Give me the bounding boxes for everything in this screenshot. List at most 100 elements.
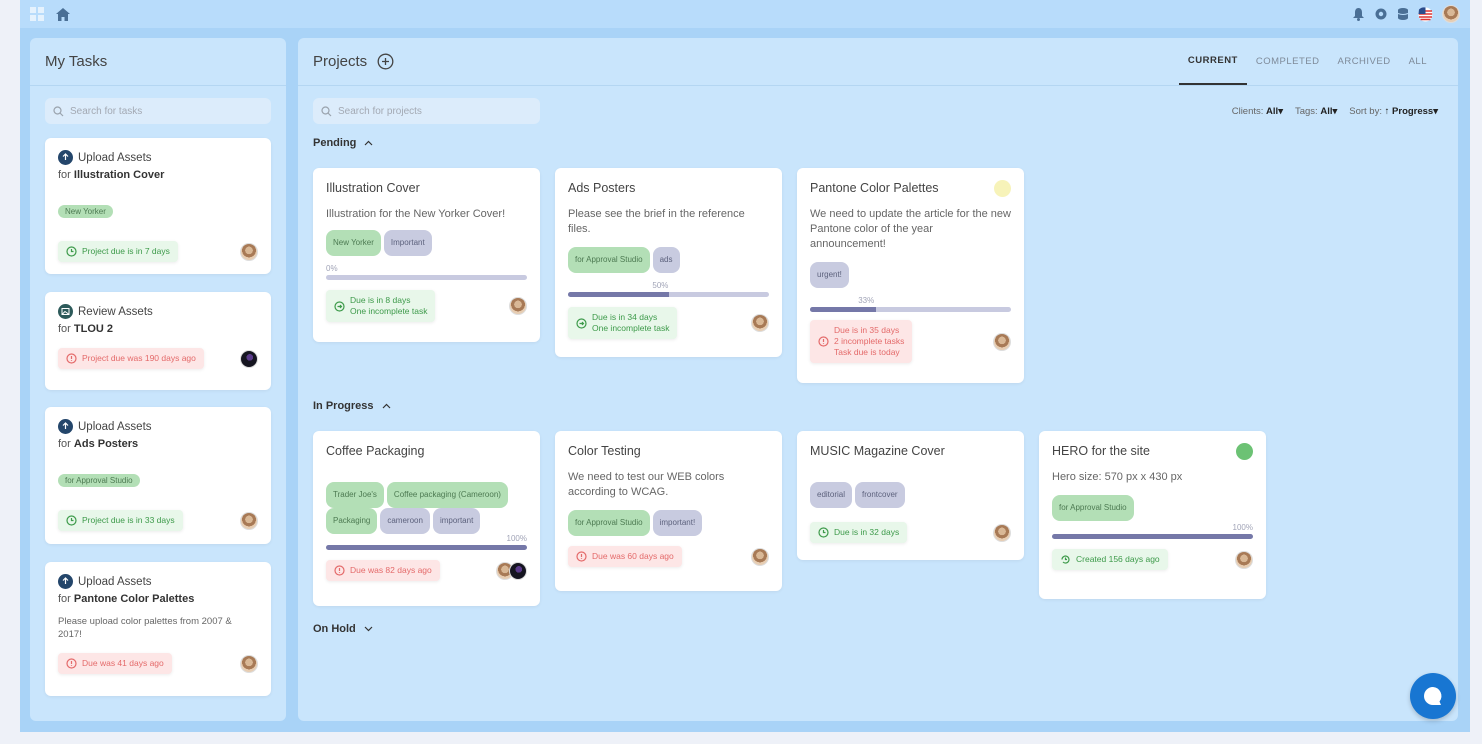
alert-icon [818,336,829,347]
status-line: Due was 82 days ago [350,565,432,575]
project-tag[interactable]: ads [652,247,680,273]
project-card[interactable]: Coffee Packaging Trader Joe's Coffee pack… [313,431,540,606]
avatar[interactable] [751,314,769,332]
settings-icon[interactable] [1374,7,1388,21]
chevron-up-icon [382,403,390,409]
project-tag[interactable]: Important [383,230,432,256]
tags-filter[interactable]: Tags: All▾ [1294,106,1338,117]
task-for-prefix: for [58,593,71,605]
task-action: Upload Assets [78,420,152,433]
project-tag[interactable]: Trader Joe's [326,482,384,508]
project-card[interactable]: Pantone Color Palettes We need to update… [797,168,1024,383]
progress-bar: 50% [568,281,769,297]
tab-completed[interactable]: COMPLETED [1255,56,1320,67]
progress-bar: 33% [810,296,1011,312]
progress-fill [810,307,877,312]
chat-button[interactable] [1410,673,1456,719]
status-line: Due is in 35 days [834,325,900,335]
chevron-up-icon [364,140,373,146]
home-icon[interactable] [55,7,71,22]
task-for-prefix: for [58,438,71,450]
project-tag[interactable]: urgent! [810,262,849,288]
tab-all[interactable]: ALL [1408,56,1427,67]
project-tag[interactable]: for Approval Studio [568,510,650,536]
user-avatar[interactable] [1442,5,1460,23]
bell-icon[interactable] [1352,7,1365,21]
task-card[interactable]: Upload Assets for Pantone Color Palettes… [45,562,271,696]
us-flag-icon[interactable] [1418,6,1433,22]
avatar[interactable] [240,242,258,261]
progress-label: 100% [1232,523,1253,532]
alert-icon [576,551,587,562]
status-line: One incomplete task [592,323,670,333]
apps-icon[interactable] [30,6,45,22]
tab-current[interactable]: CURRENT [1178,38,1247,85]
project-search[interactable] [313,98,540,124]
task-card[interactable]: Review Assets for TLOU 2 Project due was… [45,292,271,390]
project-tag[interactable]: New Yorker [326,230,381,256]
section-pending[interactable]: Pending [313,137,373,149]
status-line: Created 156 days ago [1076,554,1160,564]
task-tag[interactable]: for Approval Studio [58,474,140,487]
avatar[interactable] [240,511,258,530]
status-badge: Due was 41 days ago [58,653,172,674]
status-text: Project due is in 7 days [82,246,170,256]
project-tag[interactable]: Coffee packaging (Cameroon) [386,482,508,508]
clock-icon [66,515,77,526]
task-tag[interactable]: New Yorker [58,205,113,218]
project-title: Ads Posters [568,181,636,195]
project-tag[interactable]: important! [652,510,703,536]
arrow-circle-icon [334,300,345,312]
status-badge: Created 156 days ago [1052,549,1168,570]
task-card[interactable]: Upload Assets for Ads Posters for Approv… [45,407,271,544]
database-icon[interactable] [1397,7,1409,21]
project-tag[interactable]: Packaging [326,508,378,534]
filters-bar: Clients: All▾ Tags: All▾ Sort by: ↑ Prog… [1232,106,1438,117]
projects-title: Projects [313,53,368,70]
avatar[interactable] [751,547,769,566]
clients-filter[interactable]: Clients: All▾ [1231,106,1283,117]
task-search[interactable] [45,98,271,124]
upload-icon [58,150,73,165]
project-tag[interactable]: for Approval Studio [1052,495,1134,521]
search-input[interactable] [70,105,250,117]
add-project-icon[interactable] [377,53,394,70]
alert-icon [66,353,77,364]
avatar[interactable] [240,654,258,673]
progress-label: 100% [506,534,527,543]
status-badge: Due was 82 days ago [326,560,440,581]
avatar[interactable] [1235,550,1253,569]
avatar[interactable] [993,523,1011,542]
project-tabs: CURRENT COMPLETED ARCHIVED ALL [1178,38,1436,85]
project-tag[interactable]: for Approval Studio [568,247,650,273]
status-line: Due is in 34 days [592,312,658,322]
project-card[interactable]: HERO for the site Hero size: 570 px x 43… [1039,431,1266,599]
upload-icon [58,419,73,434]
section-in-progress[interactable]: In Progress [313,400,391,412]
avatar[interactable] [240,349,258,368]
avatar[interactable] [993,332,1011,351]
project-card[interactable]: Color Testing We need to test our WEB co… [555,431,782,591]
tab-archived[interactable]: ARCHIVED [1337,56,1391,67]
project-card[interactable]: Illustration Cover Illustration for the … [313,168,540,342]
project-tag[interactable]: editorial [810,482,853,508]
task-card[interactable]: Upload Assets for Illustration Cover New… [45,138,271,274]
sort-filter[interactable]: Sort by: ↑ Progress▾ [1349,106,1438,117]
project-card[interactable]: Ads Posters Please see the brief in the … [555,168,782,357]
task-description: Please upload color palettes from 2007 &… [58,616,232,640]
section-on-hold[interactable]: On Hold [313,623,373,635]
project-tag[interactable]: cameroon [380,508,430,534]
project-title: MUSIC Magazine Cover [810,444,945,458]
status-line: Due is in 32 days [834,527,900,537]
project-tag[interactable]: important [432,508,481,534]
history-icon [1061,555,1070,564]
project-title: Pantone Color Palettes [810,181,939,195]
status-line: One incomplete task [350,306,428,316]
progress-fill [326,545,527,550]
avatar[interactable] [509,561,527,580]
project-color-dot [994,180,1011,197]
project-tag[interactable]: frontcover [855,482,905,508]
search-input[interactable] [338,105,518,117]
project-card[interactable]: MUSIC Magazine Cover editorial frontcover… [797,431,1024,560]
avatar[interactable] [509,297,527,315]
